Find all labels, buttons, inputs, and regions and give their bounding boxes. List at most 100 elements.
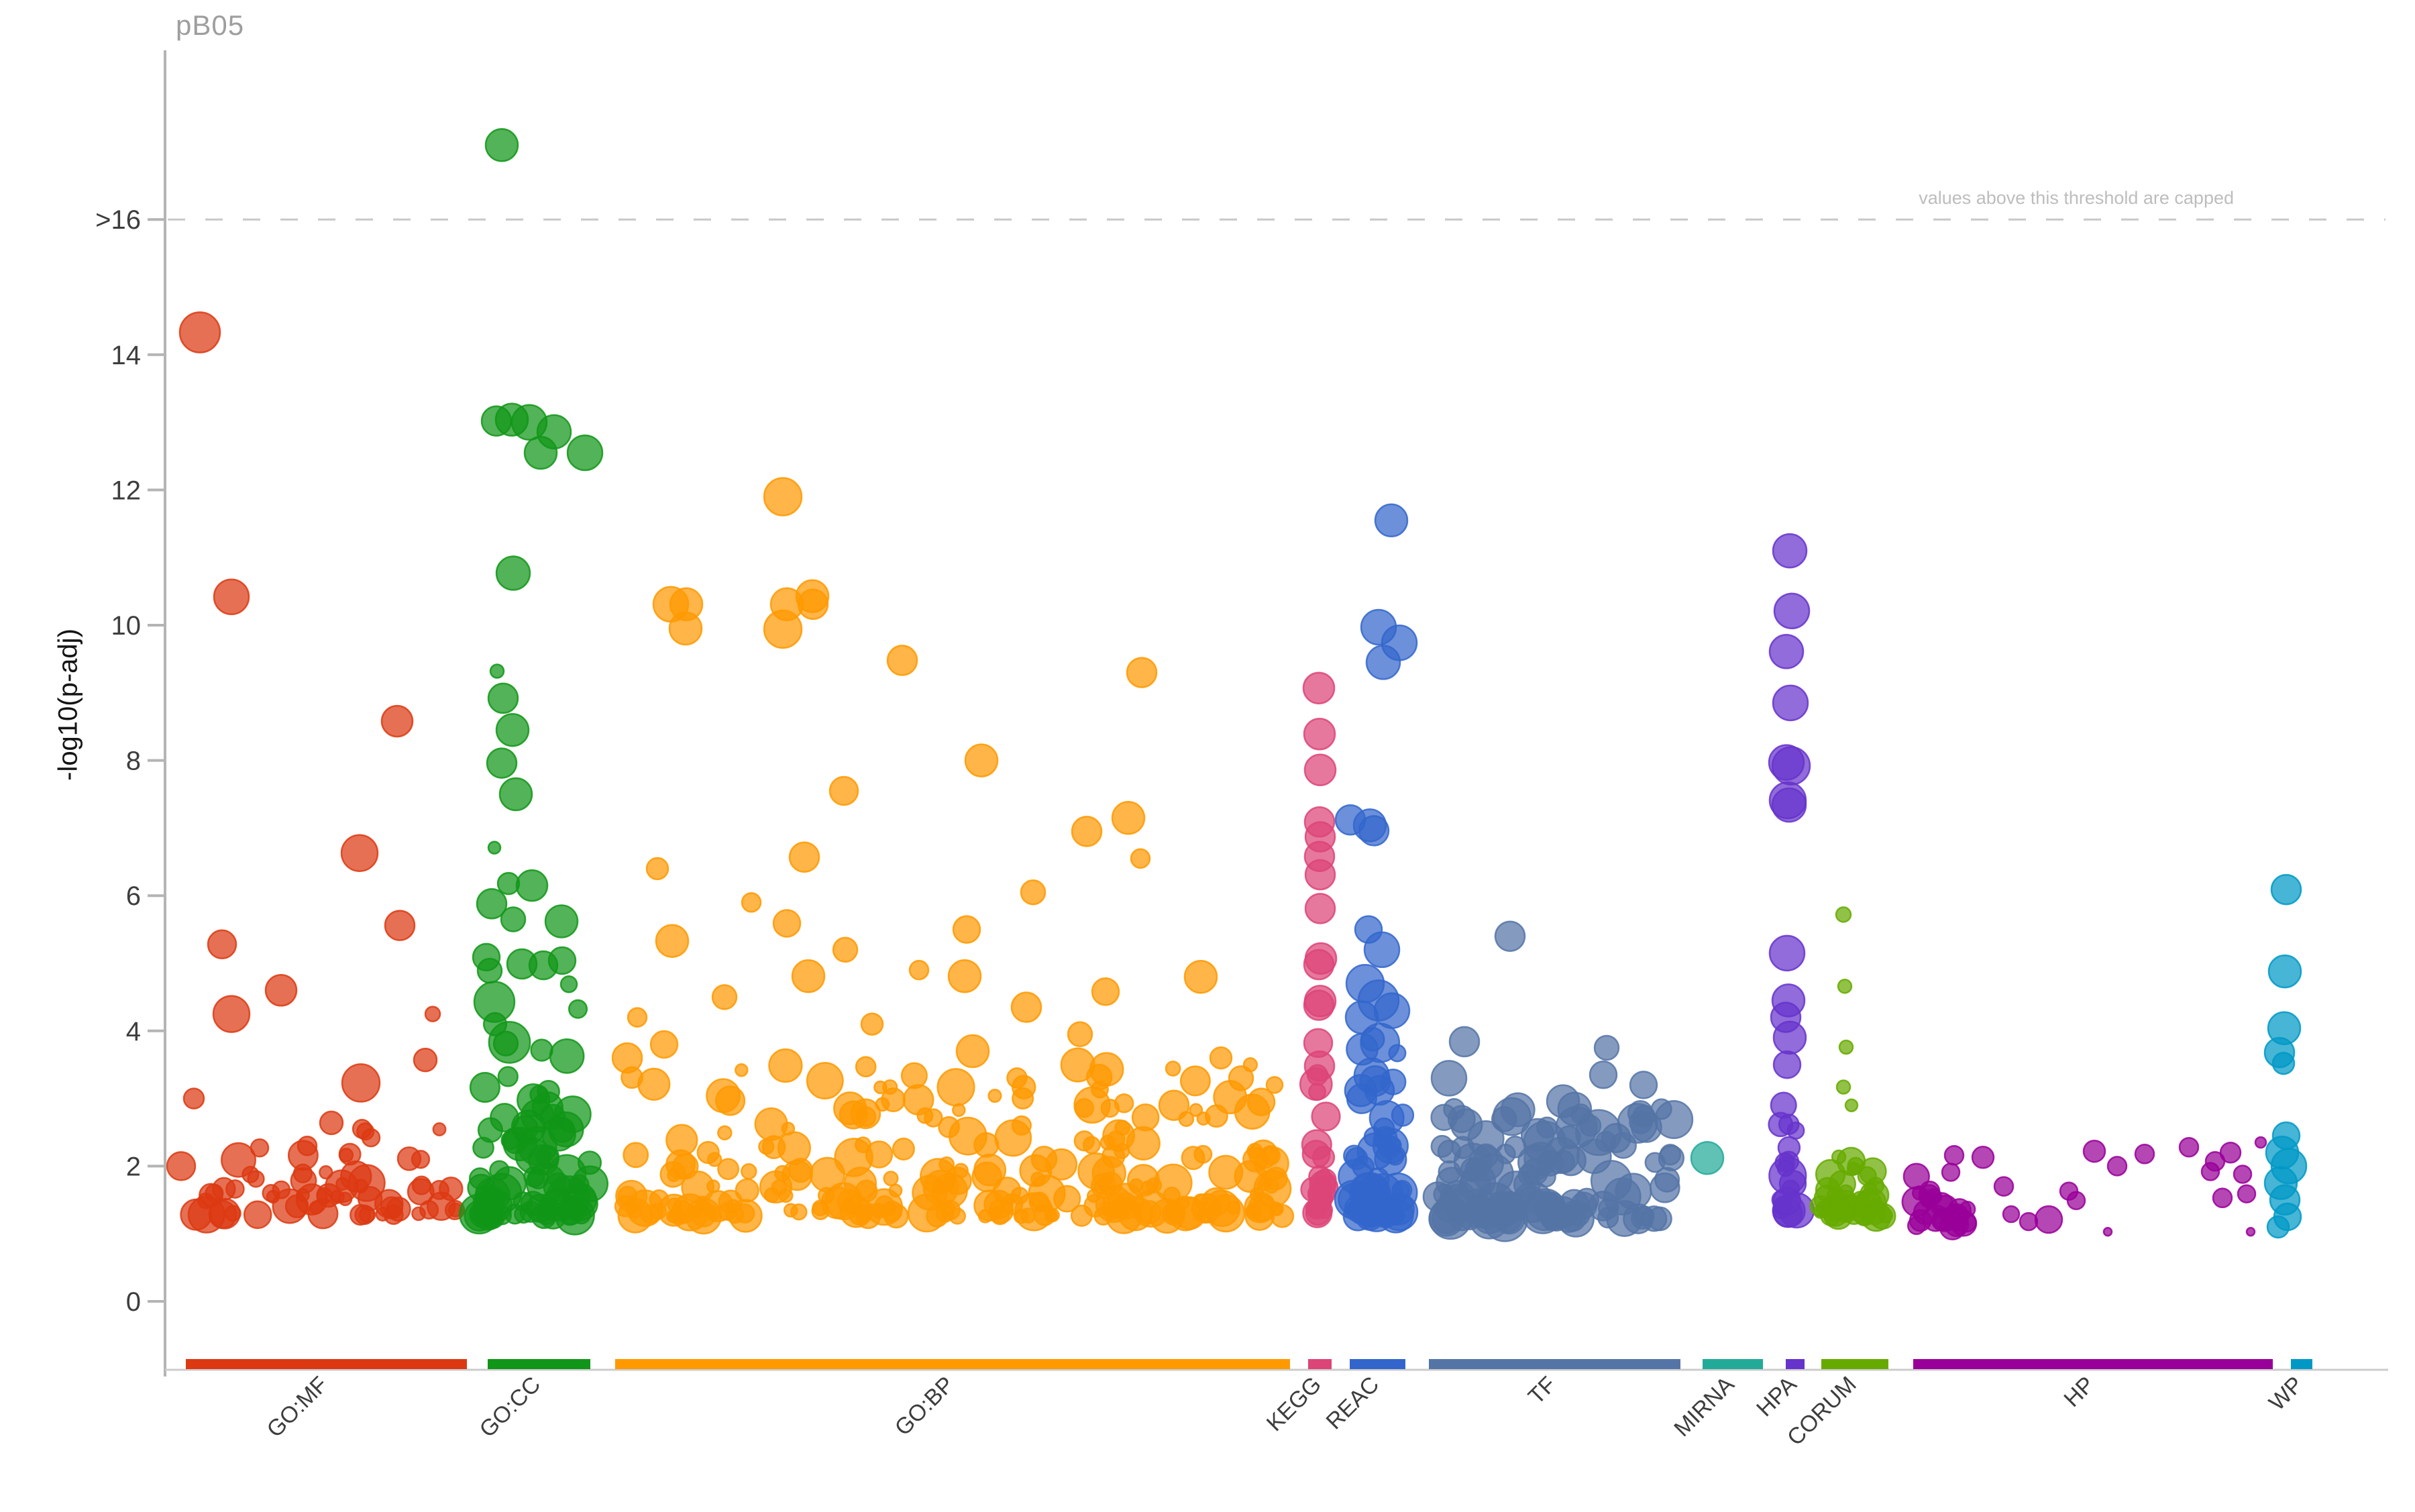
term-point[interactable] bbox=[566, 434, 604, 472]
term-point[interactable] bbox=[166, 1151, 197, 1181]
term-point[interactable] bbox=[1391, 1103, 1415, 1127]
term-point[interactable] bbox=[523, 435, 558, 470]
term-point[interactable] bbox=[2066, 1191, 2086, 1211]
term-point[interactable] bbox=[383, 1205, 404, 1225]
term-point[interactable] bbox=[797, 588, 829, 620]
term-point[interactable] bbox=[2267, 954, 2302, 989]
term-point[interactable] bbox=[1303, 1050, 1336, 1082]
term-point[interactable] bbox=[1344, 1000, 1379, 1034]
term-point[interactable] bbox=[1254, 1146, 1289, 1181]
term-point[interactable] bbox=[1772, 1020, 1807, 1055]
term-point[interactable] bbox=[1847, 1156, 1865, 1175]
term-point[interactable] bbox=[627, 1007, 648, 1028]
term-point[interactable] bbox=[1772, 1187, 1802, 1216]
term-point[interactable] bbox=[1358, 815, 1390, 847]
term-point[interactable] bbox=[1020, 879, 1046, 906]
term-point[interactable] bbox=[2002, 1205, 2021, 1224]
term-point[interactable] bbox=[778, 1188, 794, 1203]
term-point[interactable] bbox=[486, 747, 518, 779]
term-point[interactable] bbox=[1315, 1189, 1334, 1208]
term-point[interactable] bbox=[1244, 1200, 1275, 1231]
term-point[interactable] bbox=[537, 1079, 560, 1103]
term-point[interactable] bbox=[2102, 1226, 2113, 1237]
term-point[interactable] bbox=[886, 645, 918, 676]
term-point[interactable] bbox=[892, 1137, 915, 1160]
term-point[interactable] bbox=[1196, 1112, 1211, 1126]
term-point[interactable] bbox=[908, 959, 930, 981]
term-point[interactable] bbox=[1492, 1097, 1532, 1136]
term-point[interactable] bbox=[1466, 1188, 1487, 1209]
term-point[interactable] bbox=[1304, 893, 1336, 924]
term-point[interactable] bbox=[1386, 1147, 1405, 1166]
term-point[interactable] bbox=[832, 936, 859, 963]
term-point[interactable] bbox=[212, 995, 251, 1033]
term-point[interactable] bbox=[2270, 873, 2302, 906]
term-point[interactable] bbox=[655, 924, 690, 958]
term-point[interactable] bbox=[1118, 1195, 1154, 1232]
term-point[interactable] bbox=[1173, 1196, 1207, 1230]
term-point[interactable] bbox=[530, 1038, 553, 1062]
term-point[interactable] bbox=[1776, 1158, 1795, 1177]
term-point[interactable] bbox=[741, 892, 762, 913]
term-point[interactable] bbox=[1111, 801, 1146, 835]
term-point[interactable] bbox=[1206, 1194, 1246, 1233]
term-point[interactable] bbox=[209, 1197, 241, 1230]
term-point[interactable] bbox=[197, 1192, 215, 1209]
term-point[interactable] bbox=[1158, 1089, 1190, 1121]
term-point[interactable] bbox=[1993, 1176, 2015, 1197]
term-point[interactable] bbox=[947, 959, 982, 993]
term-point[interactable] bbox=[1373, 992, 1411, 1029]
term-point[interactable] bbox=[502, 1126, 538, 1162]
term-point[interactable] bbox=[1010, 991, 1042, 1023]
term-point[interactable] bbox=[297, 1135, 318, 1156]
term-point[interactable] bbox=[540, 1188, 574, 1222]
term-point[interactable] bbox=[361, 1128, 381, 1148]
term-point[interactable] bbox=[476, 888, 508, 920]
term-point[interactable] bbox=[949, 1116, 987, 1156]
term-point[interactable] bbox=[544, 904, 579, 938]
term-point[interactable] bbox=[952, 915, 981, 944]
term-point[interactable] bbox=[763, 477, 803, 517]
term-point[interactable] bbox=[396, 1146, 422, 1171]
term-point[interactable] bbox=[1589, 1061, 1618, 1089]
term-point[interactable] bbox=[936, 1068, 975, 1107]
term-point[interactable] bbox=[977, 1209, 993, 1224]
term-point[interactable] bbox=[640, 1204, 661, 1224]
term-point[interactable] bbox=[865, 1140, 894, 1169]
term-point[interactable] bbox=[645, 857, 669, 881]
term-point[interactable] bbox=[1140, 1180, 1155, 1195]
term-point[interactable] bbox=[873, 1080, 888, 1095]
term-point[interactable] bbox=[497, 1066, 519, 1087]
term-point[interactable] bbox=[1494, 920, 1526, 952]
term-point[interactable] bbox=[741, 1163, 757, 1180]
term-point[interactable] bbox=[488, 1021, 531, 1064]
term-point[interactable] bbox=[1183, 959, 1218, 994]
term-point[interactable] bbox=[1815, 1158, 1846, 1190]
term-point[interactable] bbox=[1536, 1149, 1564, 1177]
term-point[interactable] bbox=[649, 1030, 679, 1059]
term-point[interactable] bbox=[706, 1179, 720, 1193]
term-point[interactable] bbox=[1644, 1152, 1666, 1173]
term-point[interactable] bbox=[1540, 1205, 1566, 1232]
term-point[interactable] bbox=[955, 1034, 990, 1069]
term-point[interactable] bbox=[922, 1169, 959, 1206]
term-point[interactable] bbox=[1546, 1084, 1580, 1118]
term-point[interactable] bbox=[768, 1048, 803, 1083]
term-point[interactable] bbox=[704, 1205, 721, 1222]
term-point[interactable] bbox=[711, 984, 738, 1010]
term-point[interactable] bbox=[964, 743, 999, 777]
term-point[interactable] bbox=[221, 1142, 256, 1178]
term-point[interactable] bbox=[1941, 1163, 1961, 1182]
term-point[interactable] bbox=[1654, 1099, 1694, 1140]
term-point[interactable] bbox=[1311, 1101, 1341, 1132]
term-point[interactable] bbox=[1077, 1152, 1115, 1190]
term-point[interactable] bbox=[1844, 1098, 1859, 1112]
term-point[interactable] bbox=[225, 1179, 245, 1199]
term-point[interactable] bbox=[763, 609, 803, 649]
term-point[interactable] bbox=[812, 1199, 828, 1217]
term-point[interactable] bbox=[341, 1063, 381, 1103]
term-point[interactable] bbox=[1837, 979, 1853, 994]
term-point[interactable] bbox=[1189, 1103, 1203, 1118]
term-point[interactable] bbox=[1863, 1202, 1886, 1226]
term-point[interactable] bbox=[2034, 1205, 2063, 1234]
